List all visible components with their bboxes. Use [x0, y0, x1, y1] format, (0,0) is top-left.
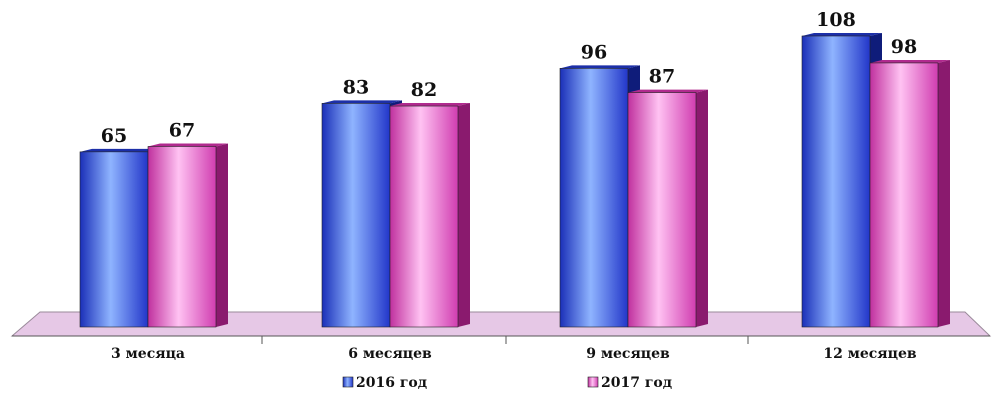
bar-top	[560, 65, 640, 69]
bar-front	[801, 35, 871, 328]
bar-top	[628, 89, 708, 93]
bar-top	[148, 143, 228, 147]
bar-2017-2	[389, 103, 470, 328]
bar-front	[321, 103, 391, 328]
bars-group	[79, 33, 950, 344]
bar-2017-4	[869, 59, 950, 328]
bar-side	[696, 89, 708, 327]
legend-swatch-2016	[342, 376, 354, 388]
data-label: 65	[101, 125, 127, 147]
bar-front	[389, 105, 459, 328]
bar-top	[802, 33, 882, 36]
category-labels-group: 3 месяца 6 месяцев 9 месяцев 12 месяцев	[111, 346, 917, 362]
bar-2017-3	[627, 89, 708, 328]
bar-top	[80, 148, 160, 152]
value-labels-group: 65 67 83 82 96 87 108 98	[101, 9, 917, 147]
bar-front	[559, 68, 629, 328]
bar-side	[458, 103, 470, 327]
bar-top	[870, 59, 950, 63]
bar-2017-1	[147, 143, 228, 328]
legend-label-2017: 2017 год	[601, 375, 672, 391]
data-label: 87	[649, 66, 675, 88]
legend: 2016 год 2017 год	[342, 375, 672, 391]
legend-label-2016: 2016 год	[356, 375, 427, 391]
bar-top	[322, 100, 402, 104]
bar-top	[390, 103, 470, 107]
category-label: 12 месяцев	[823, 346, 917, 362]
category-label: 6 месяцев	[348, 346, 432, 362]
data-label: 98	[891, 36, 917, 58]
bar-side	[216, 143, 228, 327]
category-label: 9 месяцев	[586, 346, 670, 362]
data-label: 83	[343, 76, 369, 98]
category-label: 3 месяца	[111, 346, 185, 362]
legend-swatch-2017	[587, 376, 599, 388]
data-label: 82	[411, 79, 437, 101]
data-label: 67	[169, 119, 195, 141]
bar-front	[147, 146, 217, 328]
bar-front	[627, 92, 697, 328]
bar-front	[79, 151, 149, 328]
bar-side	[938, 59, 950, 327]
data-label: 96	[581, 41, 607, 63]
data-label: 108	[816, 9, 856, 31]
bar-front	[869, 62, 939, 328]
